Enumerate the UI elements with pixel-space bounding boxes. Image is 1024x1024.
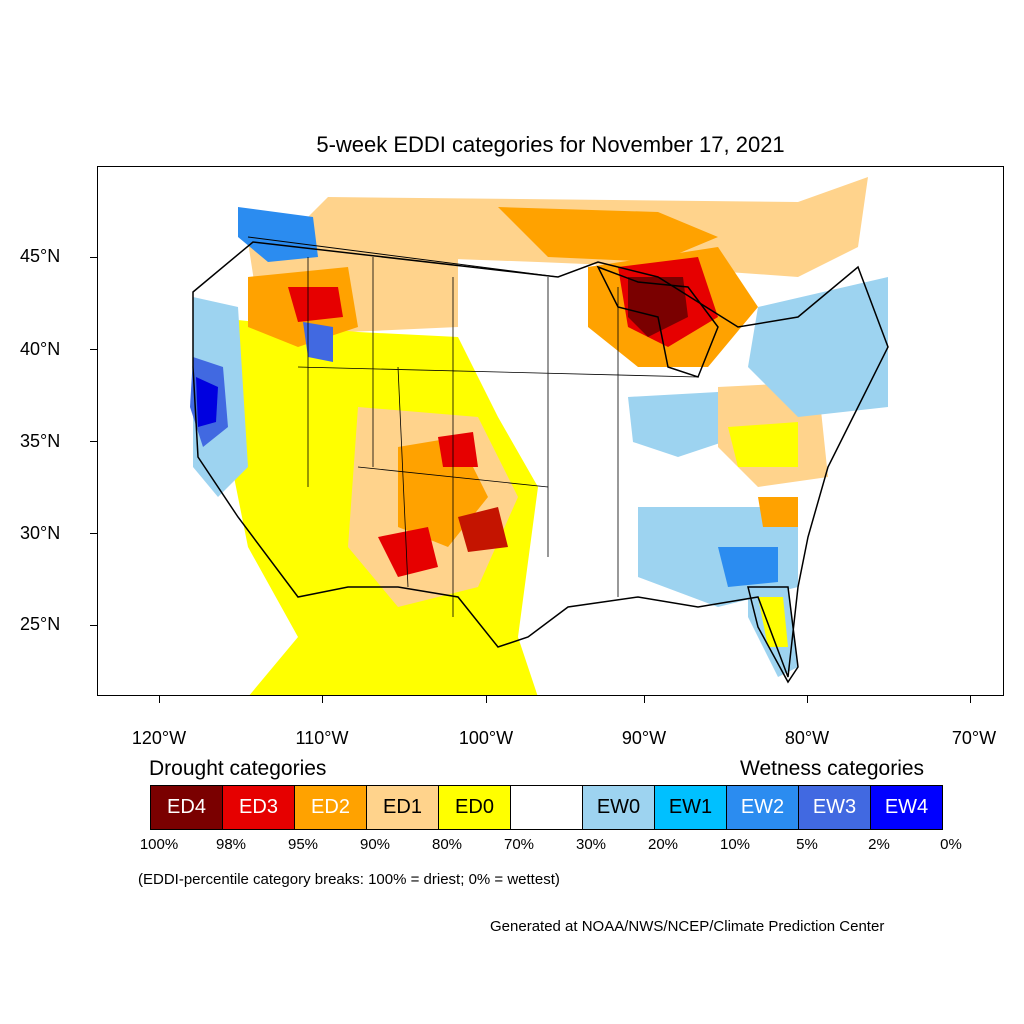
oklahoma-ed3	[458, 507, 508, 552]
lon-label-70: 70°W	[951, 728, 997, 748]
lon-label-100: 100°W	[458, 728, 514, 748]
ohio-valley-ew0	[628, 392, 738, 457]
percentile-label: 5%	[796, 836, 818, 853]
legend-box-ew2: EW2	[726, 785, 799, 830]
lat-tick-40	[90, 349, 97, 350]
legend-box-ed1: ED1	[366, 785, 439, 830]
legend-box-neutral	[510, 785, 583, 830]
great-lakes-ed4	[628, 277, 688, 337]
lat-tick-45	[90, 257, 97, 258]
percentile-label: 20%	[647, 836, 679, 853]
legend-box-ed4: ED4	[150, 785, 223, 830]
legend-box-ew1: EW1	[654, 785, 727, 830]
percentile-label: 0%	[940, 836, 962, 853]
lon-tick-90	[644, 696, 645, 703]
appalachia-yellow	[728, 422, 798, 467]
percentile-label: 95%	[287, 836, 319, 853]
carolina-ed2	[758, 497, 798, 527]
lat-label-40: 40°N	[20, 339, 61, 359]
lat-label-35: 35°N	[20, 431, 61, 451]
lon-label-120: 120°W	[131, 728, 187, 748]
idaho-ew3	[303, 322, 333, 362]
legend-colorbar: ED4 ED3 ED2 ED1 ED0 EW0 EW1 EW2 EW3 EW4	[150, 785, 943, 830]
legend-box-ew0: EW0	[582, 785, 655, 830]
mexico-yellow	[249, 637, 538, 695]
legend-box-ed2: ED2	[294, 785, 367, 830]
california-ew4	[196, 377, 218, 427]
wetness-heading: Wetness categories	[740, 757, 925, 780]
northwest-ed3	[288, 287, 343, 322]
eddi-map-canvas	[190, 177, 889, 695]
drought-heading: Drought categories	[149, 757, 327, 780]
canada-border	[247, 236, 559, 278]
credit-text: Generated at NOAA/NWS/NCEP/Climate Predi…	[490, 918, 885, 935]
washington-ew1	[238, 207, 318, 262]
lon-tick-110	[322, 696, 323, 703]
texas-ed3	[378, 527, 438, 577]
state-lines	[297, 257, 699, 617]
lon-label-110: 110°W	[295, 728, 349, 748]
eddi-map	[97, 166, 1004, 696]
florida-yellow	[758, 597, 788, 647]
lon-tick-120	[159, 696, 160, 703]
legend-box-ed3: ED3	[222, 785, 295, 830]
percentile-label: 80%	[431, 836, 463, 853]
percentile-label: 2%	[868, 836, 890, 853]
canada-dry-pocket	[498, 207, 718, 262]
lat-tick-25	[90, 625, 97, 626]
category-note: (EDDI-percentile category breaks: 100% =…	[138, 871, 560, 888]
percentile-label: 10%	[719, 836, 751, 853]
legend-box-ew4: EW4	[870, 785, 943, 830]
percentile-label: 30%	[575, 836, 607, 853]
lat-label-30: 30°N	[20, 523, 61, 543]
us-outline	[192, 241, 889, 678]
percentile-label: 90%	[359, 836, 391, 853]
legend-box-ew3: EW3	[798, 785, 871, 830]
percentile-label: 100%	[139, 836, 179, 853]
lon-label-80: 80°W	[784, 728, 830, 748]
lon-tick-80	[807, 696, 808, 703]
florida-outline	[747, 586, 799, 684]
lat-tick-35	[90, 441, 97, 442]
legend-box-ed0: ED0	[438, 785, 511, 830]
map-title: 5-week EDDI categories for November 17, …	[316, 132, 785, 157]
percentile-label: 98%	[215, 836, 247, 853]
southeast-ew1	[718, 547, 778, 587]
lat-label-25: 25°N	[20, 614, 61, 634]
lon-tick-100	[486, 696, 487, 703]
percentile-label: 70%	[503, 836, 535, 853]
lon-label-90: 90°W	[621, 728, 667, 748]
nm-ed3	[438, 432, 478, 467]
lat-label-45: 45°N	[20, 246, 61, 266]
northeast-ew0	[748, 277, 888, 417]
lon-tick-70	[970, 696, 971, 703]
lat-tick-30	[90, 533, 97, 534]
